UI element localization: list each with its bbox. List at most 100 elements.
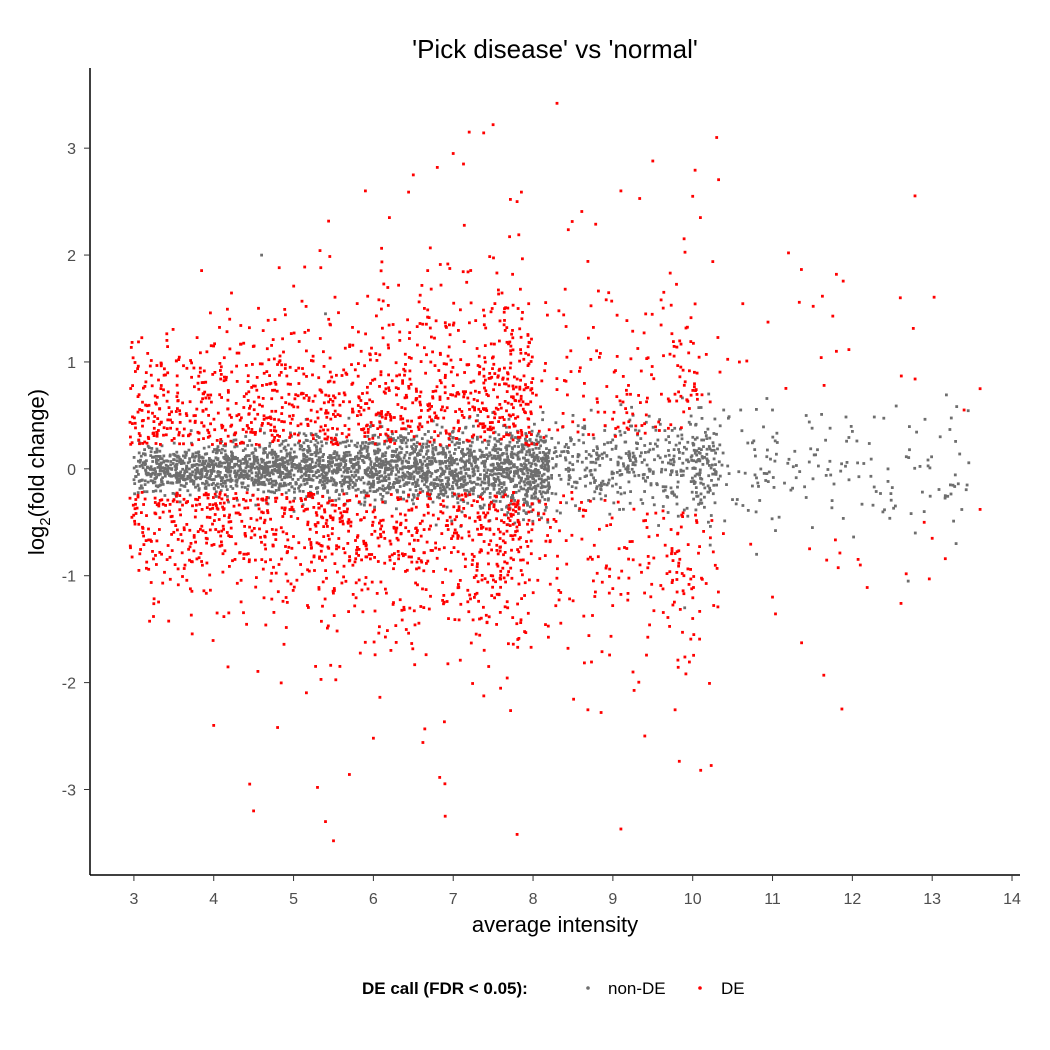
non-de-point bbox=[153, 480, 157, 484]
de-point bbox=[371, 378, 374, 382]
non-de-point bbox=[453, 443, 457, 447]
non-de-point bbox=[568, 468, 572, 472]
de-point bbox=[398, 330, 402, 334]
non-de-point bbox=[264, 463, 267, 467]
non-de-point bbox=[366, 435, 370, 438]
non-de-point bbox=[239, 462, 243, 465]
de-point bbox=[493, 372, 497, 375]
de-point bbox=[526, 334, 530, 337]
non-de-point bbox=[323, 486, 326, 490]
non-de-point bbox=[242, 476, 246, 480]
non-de-point bbox=[513, 470, 516, 474]
de-point bbox=[542, 436, 546, 439]
de-point bbox=[327, 317, 331, 321]
de-point bbox=[675, 578, 679, 581]
non-de-point bbox=[368, 457, 372, 461]
non-de-point bbox=[416, 484, 420, 487]
de-point bbox=[467, 610, 471, 614]
non-de-point bbox=[252, 480, 256, 484]
non-de-point bbox=[178, 479, 181, 483]
de-point bbox=[498, 339, 501, 343]
non-de-point bbox=[416, 478, 420, 482]
de-point bbox=[247, 560, 251, 564]
de-point bbox=[209, 588, 212, 592]
non-de-point bbox=[422, 455, 425, 459]
non-de-point bbox=[676, 434, 680, 438]
de-point bbox=[447, 617, 450, 620]
de-point bbox=[234, 492, 238, 495]
non-de-point bbox=[600, 484, 603, 488]
non-de-point bbox=[169, 460, 173, 463]
de-point bbox=[272, 565, 275, 569]
de-point bbox=[369, 557, 372, 561]
non-de-point bbox=[697, 502, 700, 506]
non-de-point bbox=[257, 469, 261, 473]
de-point bbox=[669, 528, 673, 531]
non-de-point bbox=[223, 449, 227, 453]
de-point bbox=[522, 357, 526, 361]
de-point bbox=[482, 374, 486, 378]
non-de-point bbox=[419, 487, 423, 491]
de-point bbox=[516, 431, 520, 434]
non-de-point bbox=[498, 454, 502, 458]
non-de-point bbox=[679, 469, 683, 473]
non-de-point bbox=[492, 446, 496, 449]
non-de-point bbox=[194, 468, 197, 472]
non-de-point bbox=[244, 475, 248, 479]
non-de-point bbox=[301, 490, 305, 493]
non-de-point bbox=[246, 476, 249, 479]
de-point bbox=[253, 417, 257, 421]
de-point bbox=[457, 618, 461, 622]
non-de-point bbox=[339, 441, 342, 445]
non-de-point bbox=[370, 482, 373, 486]
non-de-point bbox=[620, 473, 624, 476]
non-de-point bbox=[178, 460, 181, 464]
de-point bbox=[526, 545, 530, 548]
non-de-point bbox=[630, 424, 633, 428]
non-de-point bbox=[682, 508, 686, 512]
non-de-point bbox=[626, 464, 630, 468]
non-de-point bbox=[139, 484, 143, 488]
de-point bbox=[513, 502, 516, 506]
non-de-point bbox=[483, 464, 486, 468]
de-point bbox=[362, 542, 366, 546]
de-point bbox=[308, 494, 311, 498]
de-point bbox=[518, 359, 521, 363]
non-de-point bbox=[263, 475, 267, 479]
non-de-point bbox=[644, 420, 648, 424]
de-point bbox=[190, 589, 194, 593]
de-point bbox=[185, 414, 189, 417]
non-de-point bbox=[440, 467, 444, 471]
de-point bbox=[274, 528, 278, 532]
non-de-point bbox=[461, 431, 465, 435]
non-de-point bbox=[444, 464, 448, 468]
de-point bbox=[188, 545, 192, 549]
de-point bbox=[416, 529, 419, 532]
de-point bbox=[482, 540, 486, 543]
de-point bbox=[629, 392, 632, 396]
de-point bbox=[502, 553, 505, 557]
de-point bbox=[219, 501, 222, 505]
non-de-point bbox=[278, 470, 282, 474]
de-point bbox=[624, 407, 627, 410]
de-point bbox=[270, 344, 273, 347]
non-de-point bbox=[368, 489, 372, 493]
de-point bbox=[687, 351, 691, 355]
non-de-point bbox=[783, 481, 786, 485]
non-de-point bbox=[958, 452, 962, 456]
non-de-point bbox=[540, 495, 544, 499]
de-point bbox=[516, 499, 520, 503]
de-point bbox=[128, 420, 132, 424]
de-point bbox=[286, 382, 290, 386]
non-de-point bbox=[522, 518, 525, 522]
de-point bbox=[499, 406, 503, 410]
non-de-point bbox=[343, 475, 347, 479]
de-point bbox=[559, 501, 562, 504]
non-de-point bbox=[516, 441, 519, 444]
de-point bbox=[659, 323, 663, 327]
non-de-point bbox=[244, 435, 248, 438]
de-point bbox=[699, 216, 702, 219]
non-de-point bbox=[262, 465, 266, 469]
non-de-point bbox=[252, 462, 256, 466]
de-point bbox=[469, 391, 473, 395]
